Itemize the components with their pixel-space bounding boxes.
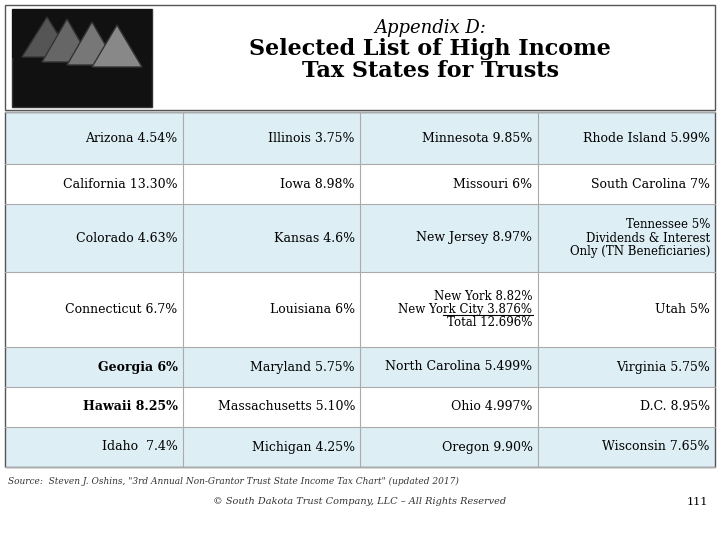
Text: Ohio 4.997%: Ohio 4.997% [451,401,533,414]
Text: Selected List of High Income: Selected List of High Income [249,38,611,60]
Text: North Carolina 5.499%: North Carolina 5.499% [385,361,533,374]
Text: Georgia 6%: Georgia 6% [98,361,178,374]
Text: Source:  Steven J. Oshins, "3rd Annual Non-Grantor Trust State Income Tax Chart": Source: Steven J. Oshins, "3rd Annual No… [8,477,459,486]
Polygon shape [67,22,117,65]
Text: Rhode Island 5.99%: Rhode Island 5.99% [583,132,710,145]
Text: Massachusetts 5.10%: Massachusetts 5.10% [217,401,355,414]
FancyBboxPatch shape [5,272,715,347]
Text: Virginia 5.75%: Virginia 5.75% [616,361,710,374]
Text: Louisiana 6%: Louisiana 6% [270,303,355,316]
Text: New York 8.82%: New York 8.82% [434,290,533,303]
Text: Arizona 4.54%: Arizona 4.54% [85,132,178,145]
Text: 111: 111 [687,497,708,507]
Text: Oregon 9.90%: Oregon 9.90% [441,441,533,454]
FancyBboxPatch shape [5,5,715,110]
Text: Only (TN Beneficiaries): Only (TN Beneficiaries) [570,245,710,258]
Text: Michigan 4.25%: Michigan 4.25% [252,441,355,454]
Polygon shape [92,25,142,67]
FancyBboxPatch shape [5,112,715,164]
Text: Tax States for Trusts: Tax States for Trusts [302,60,559,82]
Text: Colorado 4.63%: Colorado 4.63% [76,232,178,245]
Text: © South Dakota Trust Company, LLC – All Rights Reserved: © South Dakota Trust Company, LLC – All … [213,497,507,506]
FancyBboxPatch shape [5,164,715,204]
Text: Minnesota 9.85%: Minnesota 9.85% [422,132,533,145]
FancyBboxPatch shape [12,9,152,107]
Text: Idaho  7.4%: Idaho 7.4% [102,441,178,454]
FancyBboxPatch shape [12,9,152,58]
Text: Missouri 6%: Missouri 6% [454,178,533,191]
FancyBboxPatch shape [5,204,715,272]
Text: Utah 5%: Utah 5% [655,303,710,316]
Text: Dividends & Interest: Dividends & Interest [586,232,710,245]
Text: Hawaii 8.25%: Hawaii 8.25% [83,401,178,414]
Text: Illinois 3.75%: Illinois 3.75% [269,132,355,145]
Text: Iowa 8.98%: Iowa 8.98% [281,178,355,191]
Text: Wisconsin 7.65%: Wisconsin 7.65% [603,441,710,454]
Text: South Carolina 7%: South Carolina 7% [591,178,710,191]
Polygon shape [42,19,92,62]
Text: Appendix D:: Appendix D: [374,19,486,37]
Text: Kansas 4.6%: Kansas 4.6% [274,232,355,245]
Text: California 13.30%: California 13.30% [63,178,178,191]
FancyBboxPatch shape [5,387,715,427]
Text: D.C. 8.95%: D.C. 8.95% [640,401,710,414]
FancyBboxPatch shape [5,347,715,387]
Text: New Jersey 8.97%: New Jersey 8.97% [416,232,533,245]
Text: New York City 3.876%: New York City 3.876% [398,303,533,316]
Text: Connecticut 6.7%: Connecticut 6.7% [66,303,178,316]
Polygon shape [22,17,72,57]
Text: Maryland 5.75%: Maryland 5.75% [251,361,355,374]
FancyBboxPatch shape [5,427,715,467]
Text: Tennessee 5%: Tennessee 5% [626,219,710,232]
Text: Total 12.696%: Total 12.696% [447,316,533,329]
